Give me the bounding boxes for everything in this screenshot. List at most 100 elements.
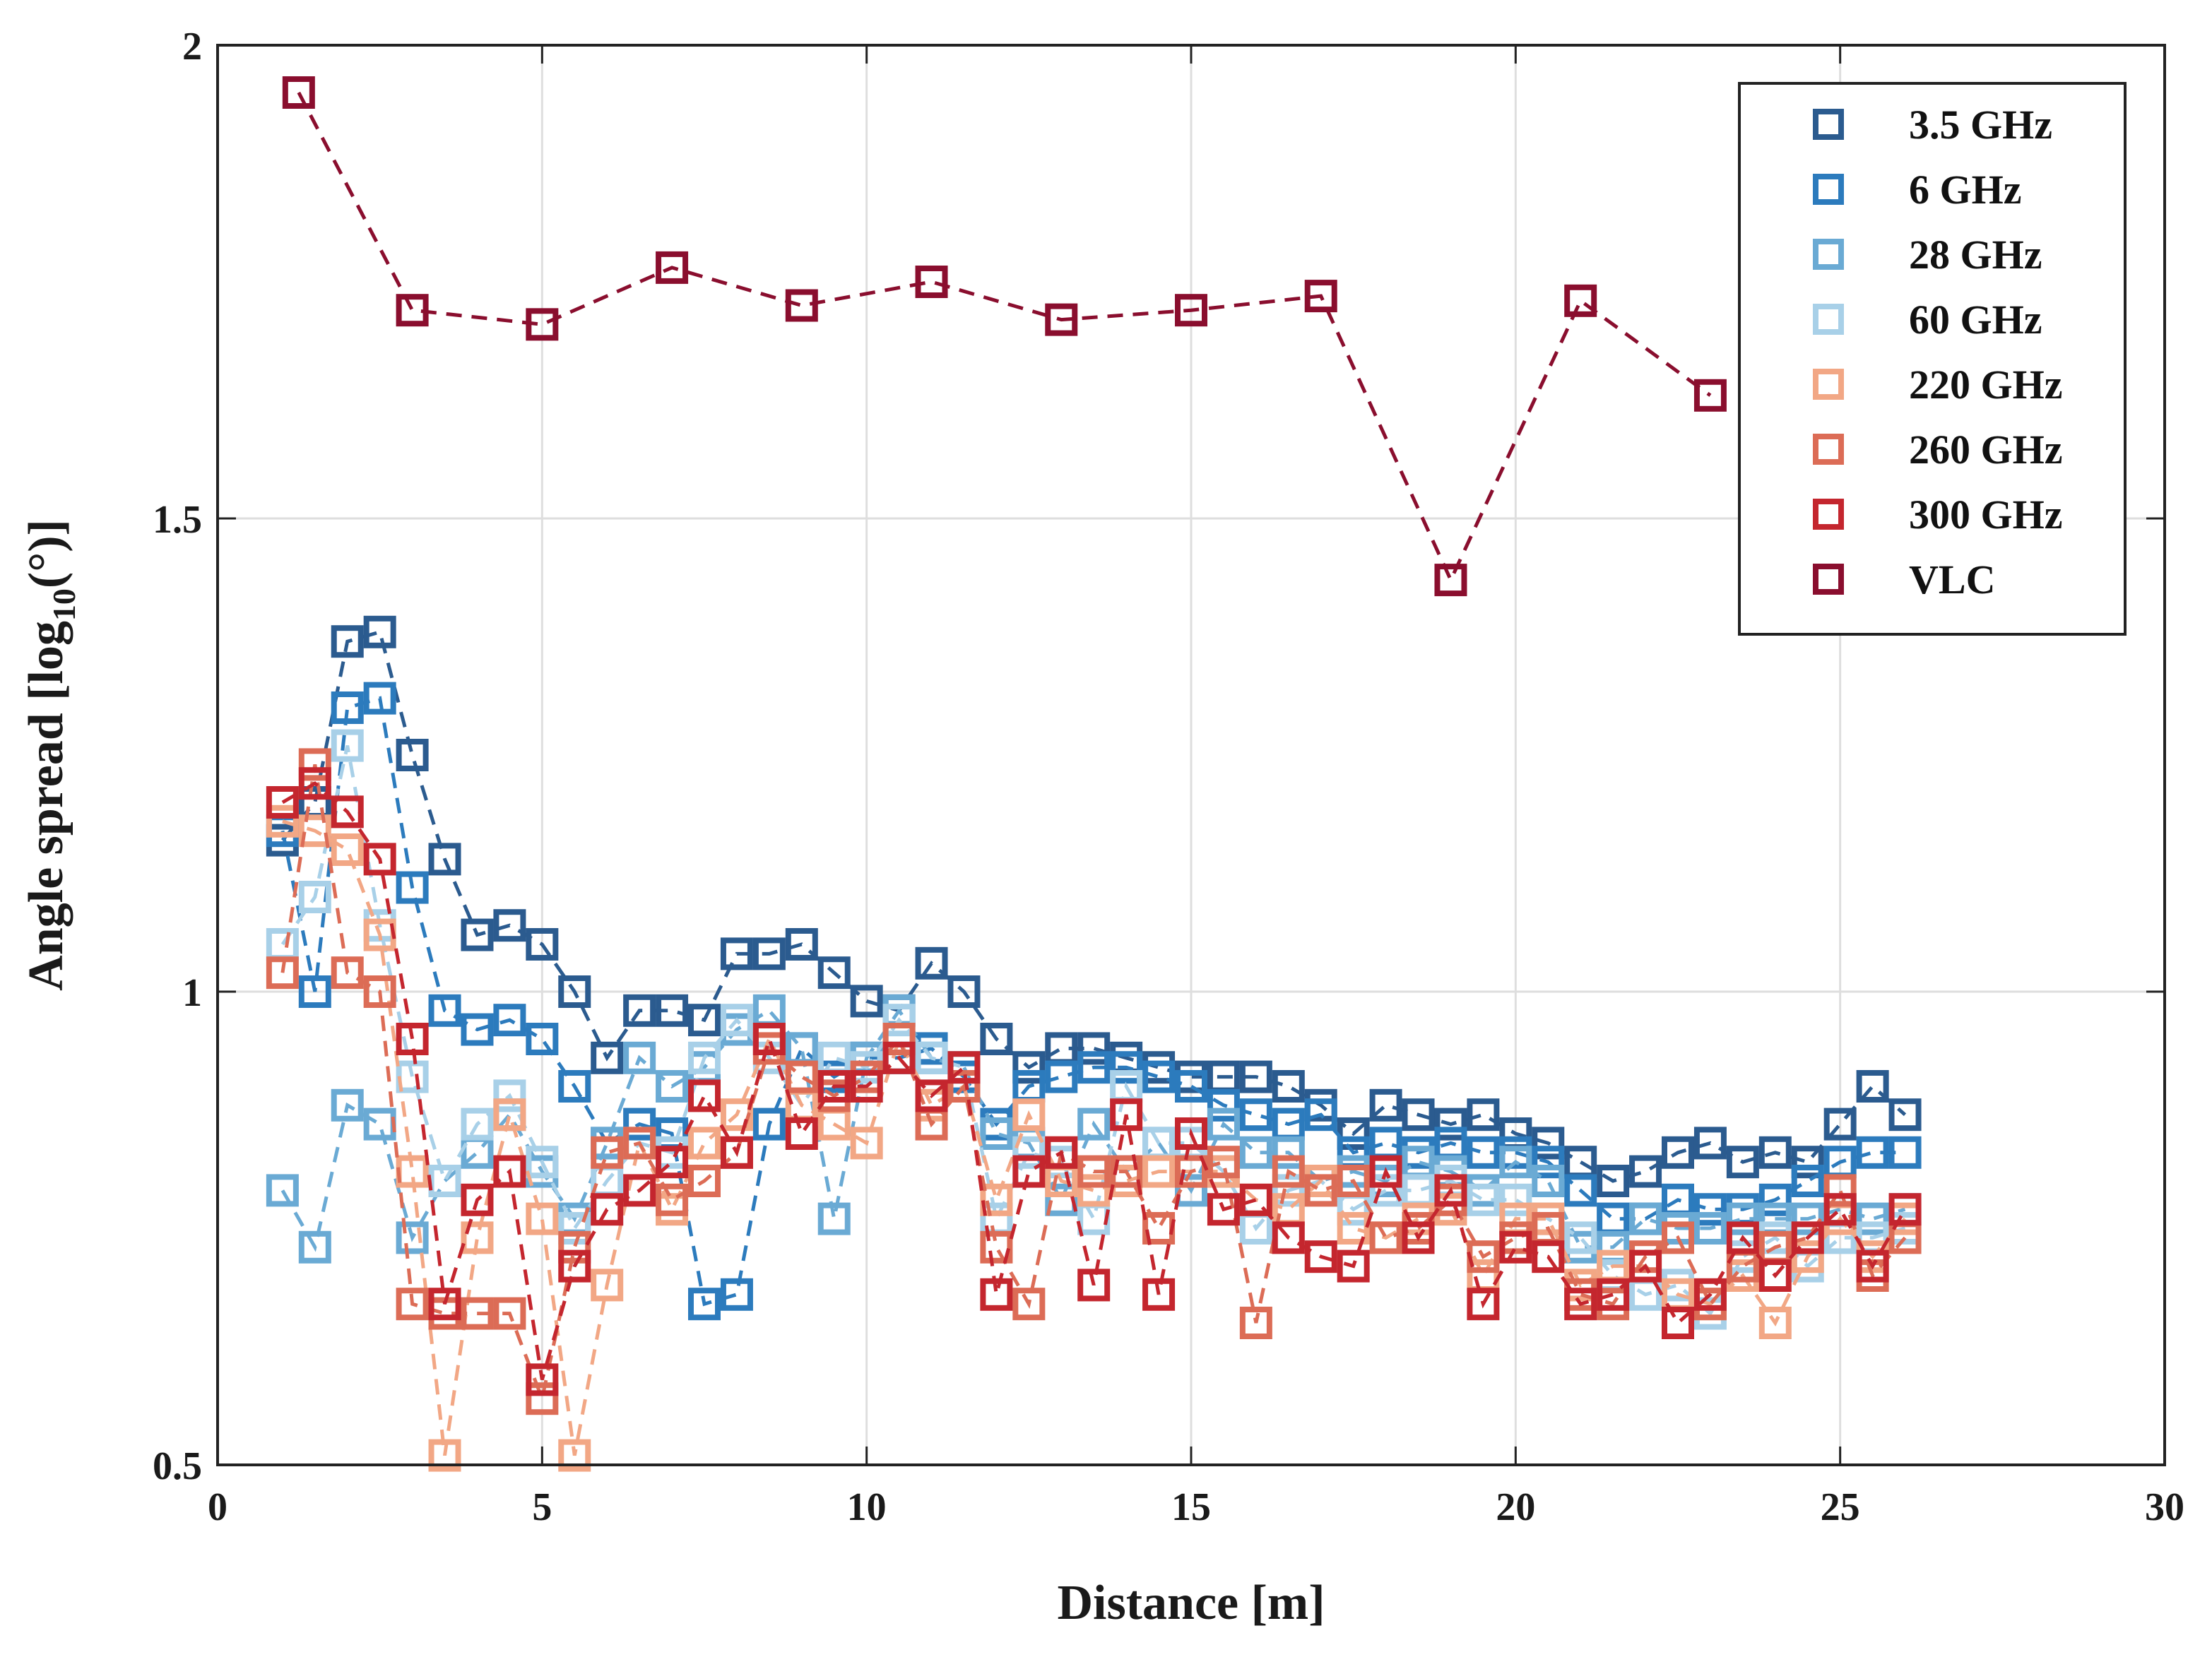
data-point: [785, 1060, 818, 1093]
data-point: [1726, 1221, 1759, 1254]
data-point: [980, 1230, 1013, 1264]
data-point: [1142, 1278, 1176, 1311]
data-point: [1467, 1183, 1500, 1216]
data-point: [1337, 1249, 1370, 1283]
legend-marker: [1813, 499, 1844, 530]
data-point: [1207, 1146, 1240, 1179]
data-point: [752, 937, 786, 970]
data-point: [1175, 294, 1207, 327]
data-point: [656, 251, 689, 284]
legend-entry: 300 GHz: [1813, 492, 2062, 538]
data-point: [591, 1193, 624, 1226]
data-point: [1175, 1174, 1207, 1207]
x-tick-label: 5: [532, 1485, 552, 1529]
y-tick-label: 1.5: [153, 498, 202, 542]
data-point: [526, 1202, 559, 1235]
data-point: [1499, 1146, 1532, 1179]
data-point: [1175, 1070, 1207, 1103]
data-point: [1304, 1098, 1337, 1132]
data-point: [1791, 1240, 1824, 1273]
data-point: [1823, 1174, 1857, 1207]
data-point: [688, 1165, 721, 1197]
data-point: [428, 1288, 461, 1321]
data-point: [331, 795, 364, 828]
data-point: [461, 1297, 494, 1330]
data-point: [1012, 1288, 1046, 1321]
data-point: [1467, 1136, 1500, 1169]
data-point: [1758, 1307, 1792, 1339]
data-point: [1369, 1155, 1402, 1188]
data-point: [298, 975, 331, 1008]
data-point: [656, 1070, 689, 1103]
data-point: [1110, 1098, 1143, 1132]
data-point: [817, 956, 851, 990]
data-point: [1077, 1269, 1111, 1302]
data-point: [493, 1098, 526, 1132]
data-point: [1791, 1146, 1824, 1179]
data-point: [1110, 1051, 1143, 1084]
data-point: [1434, 1174, 1467, 1207]
data-point: [1597, 1165, 1630, 1197]
data-point: [882, 1023, 916, 1055]
data-point: [623, 1107, 656, 1141]
data-point: [1662, 1221, 1694, 1254]
data-point: [688, 1288, 721, 1321]
series-vlc: [282, 76, 1727, 597]
data-point: [526, 1382, 559, 1415]
legend-box: [1738, 82, 2127, 636]
data-point: [331, 1088, 364, 1122]
data-point: [493, 1079, 526, 1112]
legend-entry: 60 GHz: [1813, 297, 2042, 343]
data-point: [1856, 1249, 1889, 1283]
x-tick-label: 0: [208, 1485, 227, 1529]
legend-label: 300 GHz: [1909, 492, 2062, 538]
data-point: [1077, 1107, 1111, 1141]
data-point: [526, 308, 559, 341]
data-point: [266, 786, 299, 819]
data-point: [558, 975, 591, 1008]
data-point: [1012, 1155, 1046, 1188]
data-point: [850, 1070, 883, 1103]
data-point: [1272, 1221, 1305, 1254]
legend-marker: [1813, 174, 1844, 205]
data-point: [688, 1079, 721, 1112]
data-point: [656, 994, 689, 1027]
data-point: [1337, 1117, 1370, 1150]
data-point: [298, 881, 331, 913]
data-point: [1564, 1288, 1597, 1321]
data-point: [1791, 1165, 1824, 1197]
x-axis-title: Distance [m]: [1057, 1576, 1325, 1630]
data-point: [282, 76, 315, 109]
legend-entry: VLC: [1813, 557, 1995, 602]
legend-marker: [1813, 304, 1844, 335]
data-point: [1532, 1240, 1565, 1273]
data-point: [1597, 1278, 1630, 1311]
legend-label: 3.5 GHz: [1909, 102, 2052, 148]
data-point: [1693, 379, 1727, 412]
data-point: [1207, 1088, 1240, 1122]
data-point: [461, 1107, 494, 1141]
data-point: [850, 985, 883, 1018]
data-point: [1693, 1278, 1727, 1311]
data-point: [1272, 1070, 1305, 1103]
data-point: [623, 994, 656, 1027]
data-point: [331, 833, 364, 866]
data-point: [980, 1183, 1013, 1216]
data-point: [1175, 1155, 1207, 1188]
y-axis-title-main: Angle spread [log: [19, 621, 73, 991]
data-point: [558, 1070, 591, 1103]
data-point: [1402, 1098, 1435, 1132]
series-line: [281, 781, 1907, 1381]
data-point: [1823, 1193, 1857, 1226]
data-point: [817, 1070, 851, 1103]
data-point: [396, 871, 429, 904]
data-point: [915, 1079, 948, 1112]
data-point: [882, 1041, 916, 1074]
data-point: [1239, 1098, 1272, 1132]
data-point: [817, 1202, 851, 1235]
data-point: [1304, 1240, 1337, 1273]
data-point: [980, 1023, 1013, 1055]
data-point: [363, 975, 396, 1008]
data-point: [1856, 1136, 1889, 1169]
data-point: [298, 767, 331, 800]
